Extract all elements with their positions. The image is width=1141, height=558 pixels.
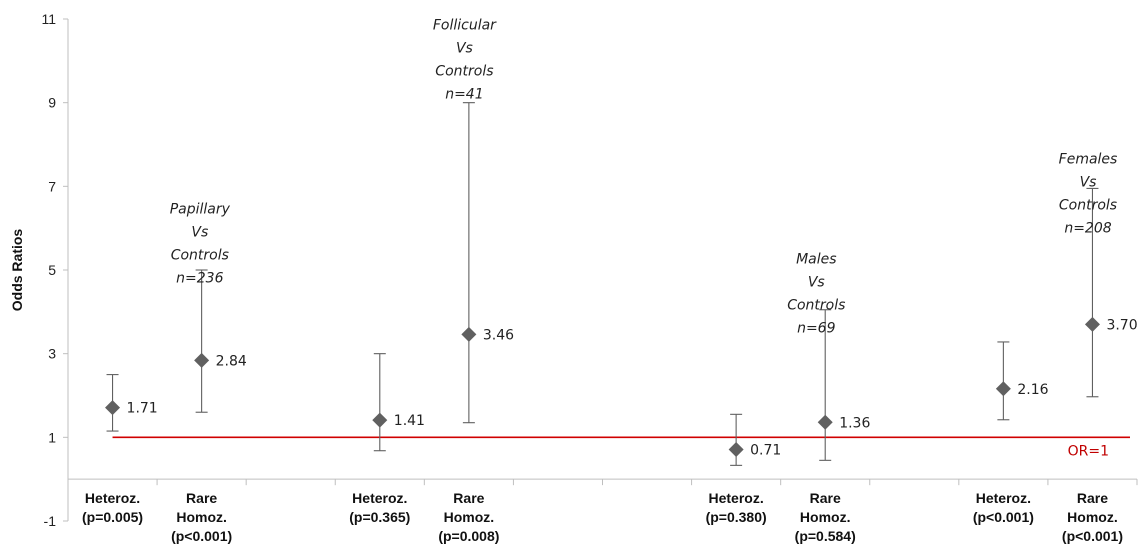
y-axis: -1 1 3 5 7 9 11 [41, 11, 69, 529]
group-annotation-line: Controls [787, 298, 845, 314]
data-label: 1.41 [394, 413, 425, 429]
group-annotation-line: n=41 [445, 86, 483, 102]
data-label: 2.16 [1017, 382, 1048, 398]
category-label: (p=0.584) [795, 528, 856, 544]
group-annotation-line: Vs [456, 40, 473, 56]
category-label: (p=0.365) [349, 509, 410, 525]
odds-ratio-marker [728, 441, 744, 457]
category-label: Heteroz. [976, 490, 1031, 506]
group-annotation-line: Vs [808, 275, 825, 291]
y-tick-label: 5 [48, 262, 56, 278]
category-label: Homoz. [800, 509, 851, 525]
category-label: Heteroz. [85, 490, 140, 506]
category-label: Heteroz. [709, 490, 764, 506]
data-point-group: 1.41 [372, 353, 425, 452]
reference-line-label: OR=1 [1068, 443, 1109, 459]
data-point-group: 3.70 [1084, 187, 1138, 398]
category-label: Rare [1077, 490, 1108, 506]
y-tick-label: 11 [41, 11, 56, 27]
group-annotation-line: Controls [435, 63, 493, 79]
category-label: (p=0.008) [438, 528, 499, 544]
group-annotation-line: Follicular [433, 17, 497, 33]
data-label: 3.70 [1106, 317, 1137, 333]
category-label: Homoz. [444, 509, 495, 525]
group-annotation-line: Controls [171, 248, 229, 264]
category-label: Homoz. [176, 509, 227, 525]
odds-ratio-marker [105, 400, 121, 416]
y-tick-label: 1 [48, 429, 56, 445]
data-points: 1.71 2.84 1.41 3.46 0.71 1.36 2.16 3.70 [105, 102, 1138, 466]
category-label: (p<0.001) [1062, 528, 1123, 544]
group-annotation-line: Controls [1059, 197, 1117, 213]
group-annotation-line: Males [796, 252, 836, 268]
odds-ratio-marker [817, 414, 833, 430]
data-point-group: 0.71 [728, 413, 781, 466]
group-annotation-line: Females [1059, 151, 1118, 167]
group-annotation-line: Vs [191, 225, 208, 241]
category-label: Homoz. [1067, 509, 1118, 525]
category-label: Rare [186, 490, 217, 506]
data-label: 3.46 [483, 327, 514, 343]
data-point-group: 2.84 [194, 269, 247, 413]
data-point-group: 1.71 [105, 374, 158, 432]
data-point-group: 1.36 [817, 309, 870, 461]
odds-ratio-marker [1084, 316, 1100, 332]
data-label: 2.84 [216, 353, 247, 369]
group-annotation-line: n=236 [176, 271, 223, 287]
group-annotation-line: Vs [1080, 174, 1097, 190]
group-annotation-line: n=69 [797, 321, 836, 337]
y-tick-label: -1 [44, 513, 57, 529]
category-label: (p=0.005) [82, 509, 143, 525]
category-label: (p=0.380) [706, 509, 767, 525]
odds-ratio-marker [372, 412, 388, 428]
category-label: (p<0.001) [171, 528, 232, 544]
category-label: Rare [810, 490, 841, 506]
data-point-group: 2.16 [995, 341, 1049, 421]
category-label: Heteroz. [352, 490, 407, 506]
data-label: 1.36 [839, 415, 870, 431]
group-annotations: Papillary Vs Controls n=236 Follicular Vs Cont… [170, 17, 1118, 336]
category-label: Rare [453, 490, 484, 506]
odds-ratio-marker [995, 381, 1011, 397]
y-axis-label: Odds Ratios [9, 229, 25, 312]
data-point-group: 3.46 [461, 102, 514, 424]
reference-line-group: OR=1 [112, 436, 1130, 459]
data-label: 1.71 [127, 401, 158, 417]
group-annotation-line: Papillary [170, 202, 231, 218]
data-label: 0.71 [750, 442, 781, 458]
y-tick-label: 3 [48, 346, 56, 362]
category-label: (p<0.001) [973, 509, 1034, 525]
odds-ratio-marker [461, 326, 477, 342]
x-axis: Heteroz. (p=0.005) Rare Homoz. (p<0.001) Hete… [68, 478, 1138, 544]
group-annotation-line: n=208 [1064, 220, 1111, 236]
y-tick-label: 7 [48, 178, 56, 194]
y-tick-label: 9 [48, 95, 56, 111]
odds-ratio-marker [194, 352, 210, 368]
